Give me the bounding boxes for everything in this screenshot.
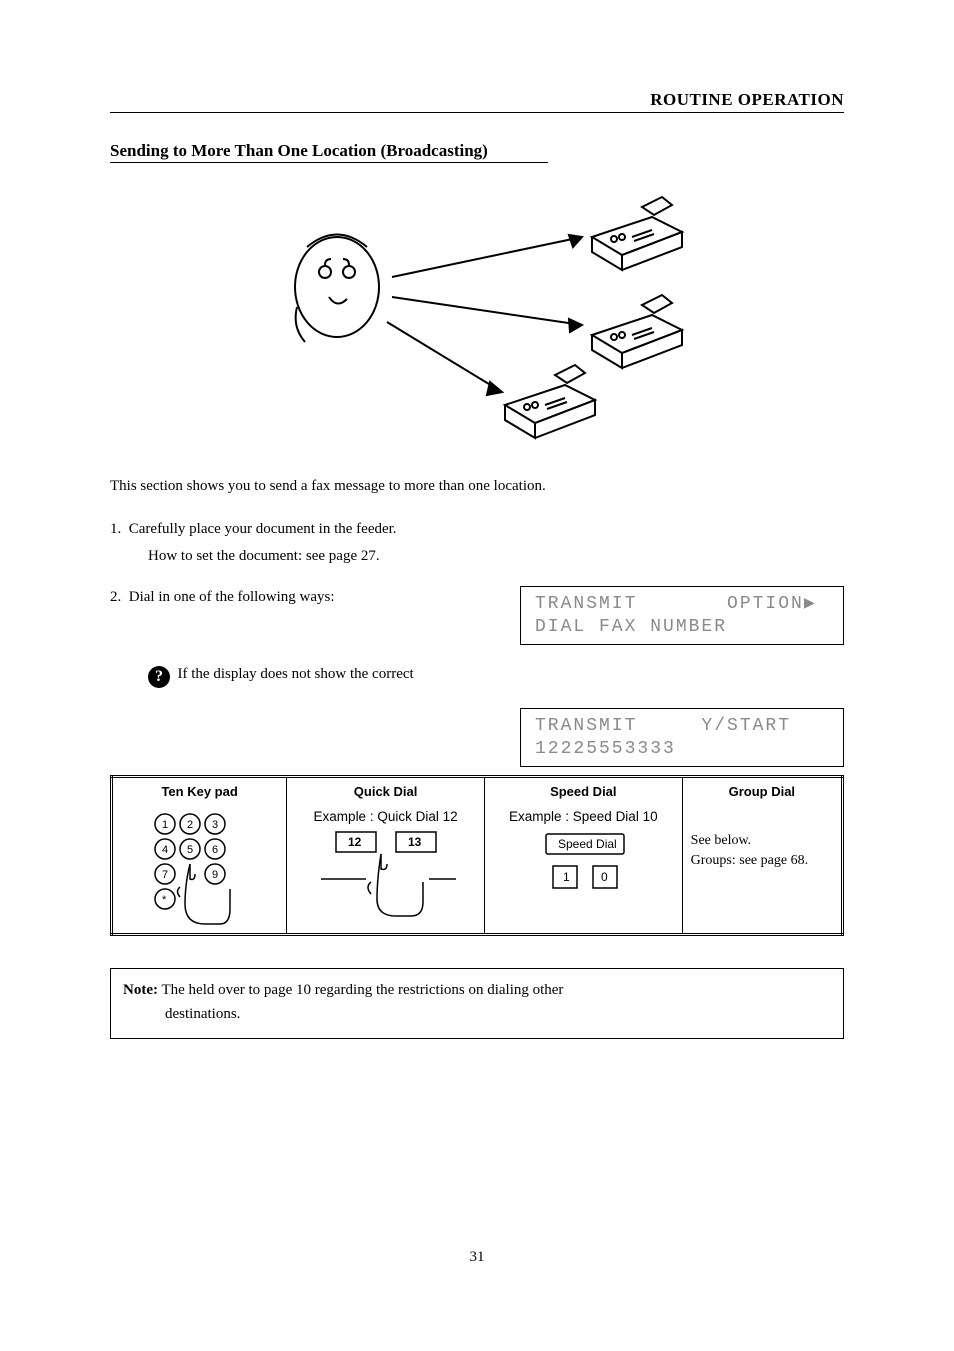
step3-text: If the display does not show the correct — [178, 666, 414, 682]
intro-line-3: How to set the document: see page 27. — [148, 548, 380, 564]
svg-text:1: 1 — [563, 870, 570, 884]
svg-text:9: 9 — [212, 869, 218, 881]
intro-line-2: Carefully place your document in the fee… — [129, 521, 397, 537]
step2-text: Dial in one of the following ways: — [129, 589, 335, 605]
svg-text:*: * — [162, 894, 167, 906]
col-quick-header: Quick Dial — [287, 777, 485, 804]
groupdial-cell: See below. Groups: see page 68. — [682, 803, 842, 935]
quickdial-cell: Example : Quick Dial 12 12 13 — [287, 803, 485, 935]
col-group-header: Group Dial — [682, 777, 842, 804]
tenkey-cell: 1 2 3 4 5 6 7 9 * — [112, 803, 287, 935]
lcd-display-1: TRANSMIT OPTION▶ DIAL FAX NUMBER — [520, 586, 844, 645]
intro-line-1: This section shows you to send a fax mes… — [110, 474, 844, 499]
note-box: Note: The held over to page 10 regarding… — [110, 968, 844, 1039]
svg-text:2: 2 — [187, 819, 193, 831]
step2-num: 2. — [110, 589, 121, 605]
page-header: ROUTINE OPERATION — [110, 90, 844, 113]
group-line-1: See below. — [691, 833, 833, 849]
svg-text:6: 6 — [212, 844, 218, 856]
dial-methods-table: Ten Key pad Quick Dial Speed Dial Group … — [110, 775, 844, 936]
note-line-2: destinations. — [123, 1003, 831, 1026]
col-tenkey-header: Ten Key pad — [112, 777, 287, 804]
svg-text:1: 1 — [162, 819, 168, 831]
speeddial-cell: Example : Speed Dial 10 Speed Dial 1 0 — [484, 803, 682, 935]
svg-text:12: 12 — [348, 835, 362, 849]
svg-text:0: 0 — [601, 870, 608, 884]
svg-text:5: 5 — [187, 844, 193, 856]
lcd-display-2: TRANSMIT Y/START 12225553333 — [520, 708, 844, 767]
note-title: Note: — [123, 982, 158, 998]
quick-example-label: Example : Quick Dial 12 — [295, 809, 476, 824]
svg-text:3: 3 — [212, 819, 218, 831]
svg-text:13: 13 — [408, 835, 422, 849]
svg-text:4: 4 — [162, 844, 168, 856]
section-title: Sending to More Than One Location (Broad… — [110, 141, 548, 163]
help-icon: ? — [148, 666, 170, 688]
intro-block: This section shows you to send a fax mes… — [110, 474, 844, 568]
page-number: 31 — [110, 1249, 844, 1266]
col-speed-header: Speed Dial — [484, 777, 682, 804]
broadcast-illustration — [110, 177, 844, 462]
svg-text:Speed Dial: Speed Dial — [558, 837, 617, 851]
speed-example-label: Example : Speed Dial 10 — [493, 809, 674, 824]
note-line-1: The held over to page 10 regarding the r… — [161, 982, 563, 998]
group-line-2: Groups: see page 68. — [691, 853, 833, 869]
svg-text:7: 7 — [162, 869, 168, 881]
